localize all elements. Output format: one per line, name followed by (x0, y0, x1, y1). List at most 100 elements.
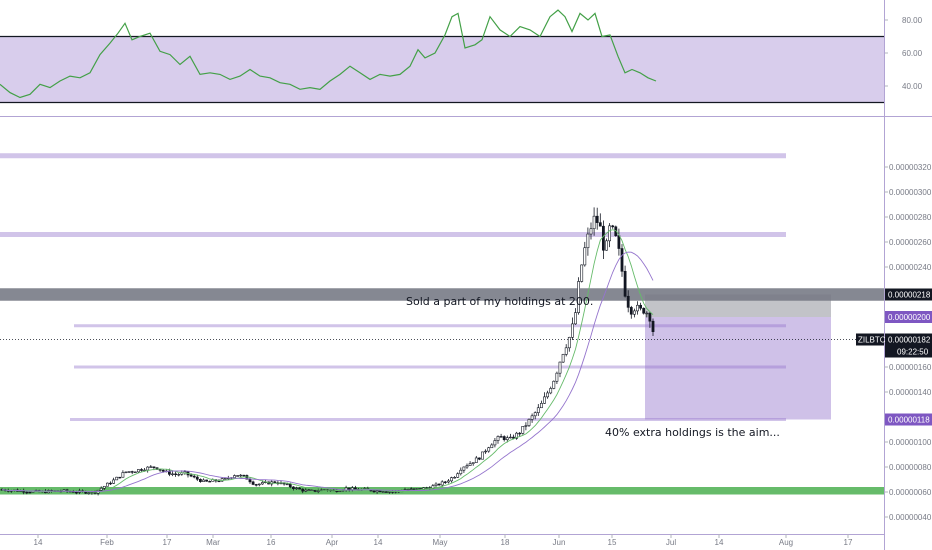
candle-body (561, 354, 565, 363)
price-tick-label: 0.00000080 (889, 463, 932, 472)
candle-body (471, 462, 475, 464)
candle-body (202, 479, 205, 482)
candle-body (496, 436, 500, 441)
candle-body (220, 478, 224, 482)
annotation-aim: 40% extra holdings is the aim... (605, 426, 780, 439)
annotation-sold: Sold a part of my holdings at 200. (406, 295, 593, 308)
candle-body (251, 481, 255, 485)
candle-body (192, 475, 196, 478)
candle-body (598, 222, 602, 227)
candle-body (285, 483, 289, 486)
time-tick-label: 16 (267, 538, 276, 547)
rsi-tick-label: 60.00 (902, 49, 923, 58)
price-tag (885, 288, 932, 301)
candle-body (484, 450, 488, 453)
candle-body (233, 475, 236, 478)
candle-body (459, 469, 463, 475)
candle-body (205, 479, 209, 482)
moving-average-fast (1, 229, 654, 493)
candle-body (450, 477, 453, 482)
candle-body (239, 474, 243, 477)
candle-body (28, 491, 32, 494)
time-tick-label: 14 (715, 538, 724, 547)
candle-body (580, 264, 584, 282)
candle-body (372, 490, 376, 493)
price-axis[interactable]: 0.00000320 0.00000300 0.00000280 0.00000260… (856, 0, 932, 550)
candle-body (626, 295, 630, 308)
candle-body (493, 440, 497, 446)
candle-body (462, 466, 466, 471)
candle-body (291, 486, 295, 489)
price-pane (0, 153, 884, 496)
candle-body (189, 474, 193, 477)
time-tick-label: Apr (326, 538, 339, 547)
candle-body (248, 478, 252, 483)
candle-body (617, 235, 621, 249)
candle-body (115, 476, 119, 481)
candle-body (338, 490, 342, 492)
candle-body (124, 471, 128, 473)
horizontal-zone (0, 232, 786, 237)
price-tag-label: 0.00000118 (888, 416, 930, 425)
symbol-tag (856, 333, 884, 346)
time-axis[interactable]: 14 Feb 17 Mar 16 Apr 14 May 18 Jun 15 Jul 14 Aug 17 (0, 534, 884, 547)
candle-body (381, 491, 385, 493)
candle-body (505, 437, 509, 441)
price-tick-label: 0.00000140 (889, 388, 932, 397)
candle-body (474, 457, 478, 463)
candle-body (415, 488, 419, 490)
candle-body (636, 304, 639, 312)
time-tick-label: 17 (163, 538, 172, 547)
candle-body (298, 487, 302, 490)
candle-body (586, 233, 590, 249)
candle-body (515, 432, 519, 439)
candle-body (574, 312, 577, 325)
candle-body (567, 337, 571, 349)
candle-body (378, 490, 382, 493)
candle-body (149, 466, 153, 468)
candle-body (236, 475, 240, 477)
horizontal-line (74, 365, 786, 369)
candle-body (133, 471, 137, 473)
candle-body (260, 482, 264, 485)
time-tick-label: 17 (844, 538, 853, 547)
countdown-tag (885, 345, 932, 358)
candle-body (353, 487, 357, 490)
horizontal-zone (0, 487, 884, 495)
price-tick-label: 0.00000160 (889, 363, 932, 372)
candle-body (109, 482, 112, 485)
horizontal-line (74, 324, 786, 328)
candle-body (75, 491, 78, 494)
candle-body (642, 307, 646, 314)
candle-body (217, 480, 221, 483)
candle-body (375, 490, 379, 493)
candle-body (512, 436, 515, 439)
price-tick-label: 0.00000040 (889, 513, 932, 522)
candle-body (177, 474, 181, 476)
price-tick-label: 0.00000100 (889, 438, 932, 447)
price-tag-label: 0.00000200 (888, 313, 931, 322)
candle-body (608, 225, 612, 242)
candle-body (629, 307, 633, 315)
candle-body (577, 281, 581, 313)
candle-body (301, 488, 305, 492)
candle-body (499, 436, 503, 438)
candle-body (589, 228, 593, 235)
price-tag-label: 0.00000182 (888, 336, 931, 345)
candle-body (347, 487, 351, 490)
rsi-band (0, 36, 884, 103)
candle-body (605, 240, 608, 251)
horizontal-zone (0, 288, 884, 301)
candle-body (295, 487, 298, 490)
rsi-tick-label: 40.00 (902, 82, 923, 91)
position-stop-box (645, 294, 831, 317)
candle-body (611, 225, 615, 228)
time-tick-label: 15 (608, 538, 617, 547)
candle-body (158, 469, 162, 471)
candle-body (645, 312, 649, 315)
candle-body (171, 473, 174, 475)
candle-body (524, 425, 528, 427)
candle-body (152, 466, 156, 468)
candle-body (242, 474, 246, 477)
candle-body (639, 304, 643, 309)
